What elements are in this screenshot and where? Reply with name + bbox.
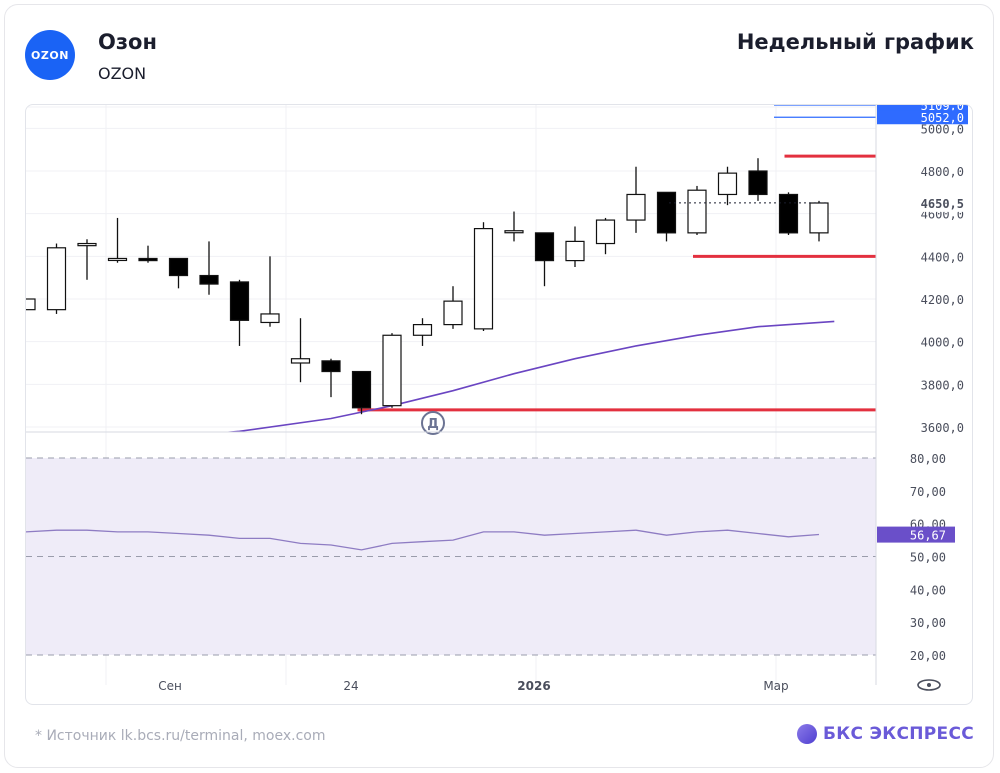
- settings-icon[interactable]: [917, 679, 941, 691]
- source-note: * Источник lk.bcs.ru/terminal, moex.com: [35, 728, 326, 744]
- date-axis-label: Мар: [763, 679, 788, 693]
- candle-up: [107, 257, 128, 262]
- candle-down: [168, 257, 189, 277]
- company-name: Озон: [98, 30, 157, 54]
- candle-up: [382, 334, 402, 407]
- candle-up: [290, 358, 311, 364]
- candlesticks: [26, 158, 829, 415]
- candle-up: [412, 324, 433, 336]
- event-marker-circle: [421, 411, 445, 435]
- brand-mark-icon: [797, 724, 818, 744]
- event-marker[interactable]: Д: [421, 411, 445, 435]
- rsi-axis-label: 50,00: [910, 551, 946, 565]
- card-frame: [4, 4, 994, 768]
- target-price-tag: [877, 110, 968, 125]
- candle-up: [443, 300, 463, 326]
- chart-period-title: Недельный график: [736, 30, 974, 54]
- price-axis-label: 4800,0: [921, 165, 964, 179]
- candle-down: [229, 281, 250, 321]
- company-logo: OZON: [25, 30, 75, 80]
- ticker-symbol: OZON: [98, 64, 147, 83]
- price-axis: 3600,03800,04000,04200,04400,04600,04800…: [921, 105, 964, 435]
- target-lines: [774, 105, 876, 118]
- moving-average-line: [222, 320, 835, 432]
- candle-down: [351, 370, 372, 409]
- event-marker-label: Д: [427, 417, 439, 432]
- candle-down: [748, 170, 768, 196]
- price-axis-label: 5000,0: [921, 122, 964, 136]
- candle-up: [26, 298, 36, 311]
- last-price-tag-label: 4650,5: [921, 197, 964, 211]
- candle-down: [534, 232, 555, 262]
- logo-text: OZON: [31, 48, 69, 62]
- brand-logo: БКС ЭКСПРЕСС: [797, 724, 974, 744]
- date-axis: Сен 24 2026 Мар: [158, 679, 788, 693]
- rsi-axis-label: 20,00: [910, 649, 946, 663]
- candle-down: [656, 191, 677, 234]
- rsi-axis-label: 40,00: [910, 583, 946, 597]
- brand-name: БКС ЭКСПРЕСС: [823, 724, 974, 744]
- rsi-value-tag-label: 56,67: [910, 529, 946, 543]
- candle-up: [809, 202, 829, 234]
- target-price-tag-label: 5109,0: [921, 105, 964, 113]
- candle-up: [626, 193, 646, 221]
- candle-up: [687, 189, 707, 234]
- price-axis-label: 4000,0: [921, 336, 964, 350]
- price-axis-label: 4400,0: [921, 250, 964, 264]
- candle-down: [778, 193, 799, 234]
- rsi-dashed-levels: [26, 457, 876, 656]
- support-resistance-levels: [357, 154, 876, 412]
- price-axis-label: 3800,0: [921, 378, 964, 392]
- target-price-tag-label: 5052,0: [921, 111, 964, 125]
- candle-up: [77, 242, 97, 247]
- rsi-line: [26, 529, 820, 551]
- last-price-tag: [877, 193, 968, 212]
- chart-panel: Д 3600,0 3800,0 4000,0 4200,0 4400,0 4600,0 48…: [25, 104, 973, 705]
- rsi-value-tag: [877, 526, 955, 543]
- target-price-tag: [877, 105, 968, 113]
- rsi-axis-label: 30,00: [910, 616, 946, 630]
- candle-up: [504, 230, 524, 234]
- candle-up: [595, 219, 616, 245]
- candle-down: [199, 274, 219, 285]
- candle-down: [138, 257, 158, 262]
- rsi-axis-label: 80,00: [910, 452, 946, 466]
- candle-up: [565, 240, 585, 262]
- date-axis-label: 2026: [517, 679, 550, 693]
- date-axis-label: Сен: [158, 679, 182, 693]
- candle-up: [717, 172, 738, 196]
- date-axis-label: 24: [343, 679, 358, 693]
- candle-down: [321, 360, 341, 373]
- price-axis-label: 3600,0: [921, 421, 964, 435]
- price-axis-label: 4200,0: [921, 293, 964, 307]
- candle-up: [260, 313, 280, 324]
- price-chart: Д 3600,03800,04000,04200,04400,04600,048…: [26, 105, 968, 693]
- rsi-band: [26, 458, 876, 655]
- candle-up: [46, 247, 67, 311]
- rsi-axis-label: 70,00: [910, 485, 946, 499]
- candle-up: [473, 227, 494, 330]
